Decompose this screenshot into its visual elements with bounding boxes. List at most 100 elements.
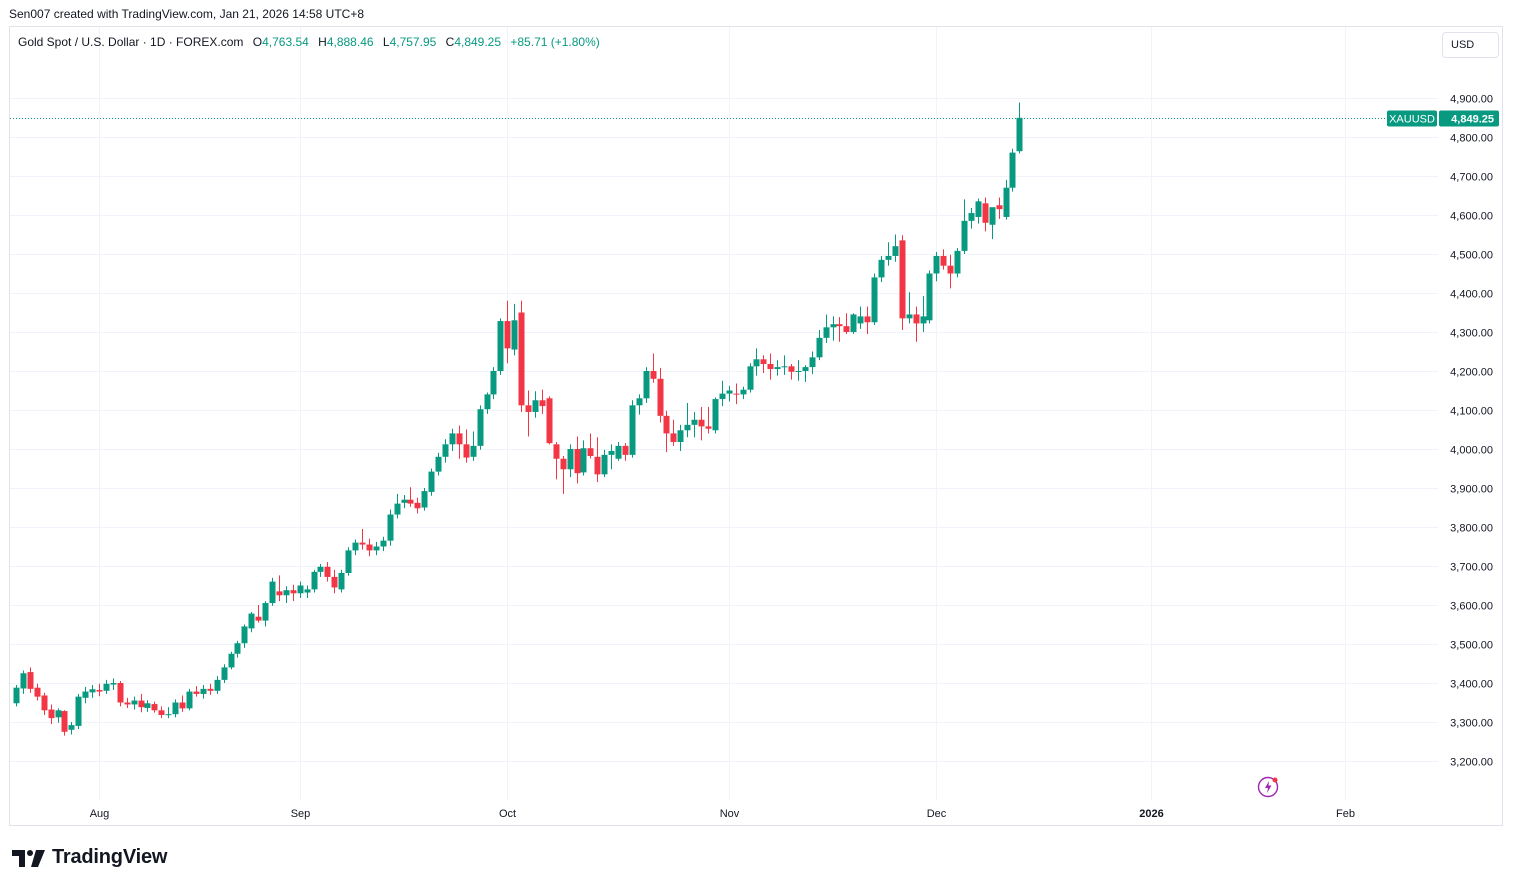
price-tick-label: 3,400.00 (1450, 679, 1493, 691)
time-tick-label: Sep (291, 808, 311, 820)
candle-body (276, 591, 283, 596)
candle-body (719, 393, 726, 400)
candle (643, 367, 650, 403)
candle (774, 360, 781, 376)
candle (34, 683, 41, 701)
tradingview-logo-icon (12, 849, 45, 867)
candle-body (13, 687, 20, 704)
candle-body (470, 445, 477, 457)
candle (940, 249, 947, 270)
candle-body (1003, 187, 1010, 217)
candle-body (663, 415, 670, 434)
currency-selector[interactable]: USD (1442, 32, 1499, 58)
candle-body (774, 367, 781, 370)
candle (221, 664, 228, 683)
candle-body (165, 714, 172, 716)
price-tick-label: 4,700.00 (1450, 172, 1493, 184)
candle-body (55, 710, 62, 718)
candle (518, 300, 525, 412)
candle (394, 493, 401, 519)
candle-body (117, 683, 124, 703)
candle-body (850, 314, 857, 332)
candle (228, 651, 235, 670)
candle-body (843, 326, 850, 332)
candle (843, 313, 850, 334)
tradingview-logo[interactable]: TradingView (12, 846, 167, 869)
candle-body (657, 378, 664, 416)
replay-button[interactable] (1257, 776, 1279, 803)
candle (269, 577, 276, 606)
candle-body (809, 357, 816, 368)
candle (954, 248, 961, 278)
candle (20, 670, 27, 694)
candle (968, 207, 975, 229)
candle-body (110, 683, 117, 685)
candle-body (421, 491, 428, 508)
candle (68, 722, 75, 735)
candle (186, 688, 193, 711)
candle (947, 254, 954, 289)
candle (740, 386, 747, 400)
candle-body (781, 366, 788, 368)
candle (414, 497, 421, 514)
candle (560, 456, 567, 494)
candle-body (747, 366, 754, 390)
candle-body (428, 471, 435, 492)
time-tick-label: 2026 (1139, 808, 1163, 820)
candle (255, 605, 262, 623)
time-tick-label: Oct (499, 808, 516, 820)
candle-body (200, 688, 207, 694)
candle (311, 569, 318, 593)
time-tick-label: Aug (90, 808, 110, 820)
candle-body (587, 448, 594, 457)
candle-body (283, 590, 290, 596)
candle (200, 684, 207, 699)
price-tick-label: 3,600.00 (1450, 601, 1493, 613)
candle-body (214, 679, 221, 691)
price-tick-label: 4,600.00 (1450, 211, 1493, 223)
candle-body (767, 363, 774, 370)
candle-body (504, 321, 511, 349)
candle-body (394, 503, 401, 515)
candle (525, 390, 532, 437)
candle (484, 392, 491, 414)
candle-body (982, 203, 989, 223)
candle-body (311, 571, 318, 590)
candle (830, 316, 837, 341)
candle-body (677, 430, 684, 442)
candle-body (691, 419, 698, 425)
candle-body (733, 393, 740, 395)
candle-body (525, 405, 532, 412)
candle-body (373, 546, 380, 551)
candle (663, 410, 670, 453)
candle-body (484, 394, 491, 410)
candle (684, 402, 691, 438)
candle (657, 367, 664, 423)
candle (975, 198, 982, 224)
candle-body (158, 710, 165, 715)
candle-body (836, 324, 843, 327)
legend-symbol[interactable]: Gold Spot / U.S. Dollar · 1D · FOREX.com (18, 35, 244, 49)
candle-body (407, 499, 414, 504)
candle-body (940, 255, 947, 266)
tradingview-logo-text: TradingView (52, 846, 168, 868)
candle (795, 360, 802, 381)
candle (753, 348, 760, 376)
candle-body (290, 590, 297, 594)
candle (553, 441, 560, 480)
candle (892, 234, 899, 262)
candle-body (138, 700, 145, 708)
candle-body (297, 585, 304, 594)
candle-body (753, 359, 760, 367)
legend-low-label: L (382, 35, 390, 49)
candle (567, 444, 574, 478)
candle (906, 292, 913, 324)
candle (504, 300, 511, 364)
candle (601, 449, 608, 478)
candle (850, 313, 857, 334)
candle-body (1009, 152, 1016, 188)
candle (207, 683, 214, 695)
price-tick-label: 3,900.00 (1450, 484, 1493, 496)
candle (961, 199, 968, 254)
